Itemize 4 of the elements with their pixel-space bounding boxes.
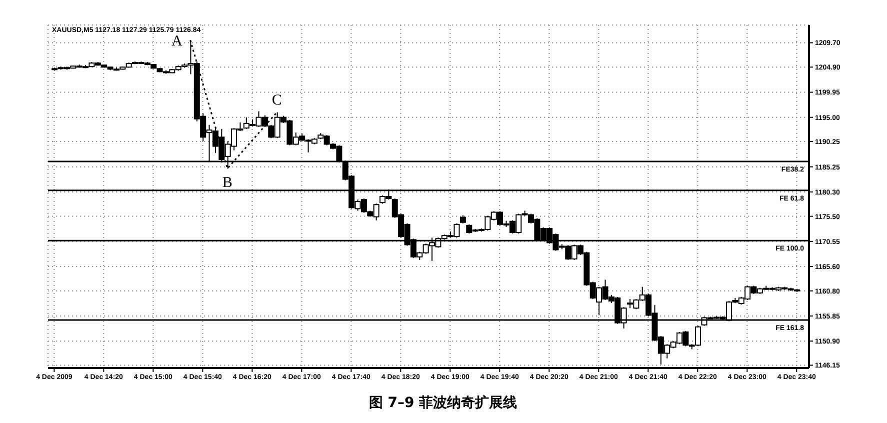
- annotation: B: [222, 175, 232, 192]
- caption: 图 7–9 菲波纳奇扩展线: [368, 394, 518, 412]
- annotation: A: [171, 34, 182, 50]
- annotation: C: [272, 92, 282, 108]
